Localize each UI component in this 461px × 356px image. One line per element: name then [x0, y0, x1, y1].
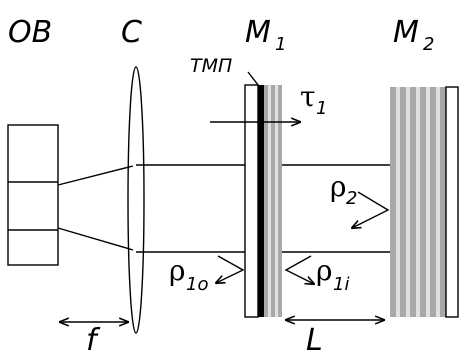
label-rho1o-sub: 1o [186, 274, 208, 295]
lens-c [127, 66, 145, 334]
m2-layer-10 [436, 87, 440, 317]
label-c: C [121, 15, 142, 50]
ob-array [7, 124, 59, 266]
label-rho1o: ρ [169, 254, 185, 287]
label-tmp: ТМП [190, 55, 232, 77]
beam-upper-ob-to-lens [57, 165, 134, 186]
mirror-m2 [390, 86, 459, 318]
label-m2-sub: 2 [423, 34, 434, 55]
beam-lower-ob-to-lens [57, 227, 134, 251]
rho1o-reflection-arrow [216, 255, 245, 283]
m1-layer-2 [268, 85, 271, 317]
m1-layer-1 [264, 85, 268, 317]
m1-thin-metal-film [258, 85, 264, 317]
m2-layer-2 [396, 87, 400, 317]
m1-substrate [244, 84, 259, 318]
m1-layer-3 [271, 85, 275, 317]
m2-layer-11 [440, 87, 446, 317]
m2-layer-5 [410, 87, 416, 317]
m2-layer-8 [426, 87, 430, 317]
m1-layer-5 [278, 85, 282, 317]
label-m1-sub: 1 [275, 34, 286, 55]
m1-layer-4 [275, 85, 278, 317]
label-rho1i: ρ [316, 254, 332, 287]
m2-layer-3 [400, 87, 406, 317]
m2-substrate [445, 86, 459, 318]
rho2-reflection-arrow [352, 191, 390, 228]
label-rho1i-sub: 1i [333, 274, 349, 295]
ob-block [7, 124, 59, 266]
m2-layer-4 [406, 87, 410, 317]
m2-layer-1 [390, 87, 396, 317]
rho1i-reflection-arrow [284, 255, 314, 284]
label-m1: M [245, 15, 271, 50]
label-ob: OB [8, 15, 52, 50]
mirror-m1 [244, 84, 282, 318]
label-m2: M [393, 15, 419, 50]
m2-layer-6 [416, 87, 420, 317]
label-tau-sub: 1 [316, 98, 327, 119]
label-l: L [306, 323, 323, 356]
m2-layer-7 [420, 87, 426, 317]
label-rho2-sub: 2 [346, 188, 357, 209]
label-rho2: ρ [330, 170, 346, 203]
m2-layer-9 [430, 87, 436, 317]
label-tau: τ [300, 80, 316, 113]
label-f: f [86, 323, 101, 356]
tmp-leader-line [247, 71, 263, 91]
